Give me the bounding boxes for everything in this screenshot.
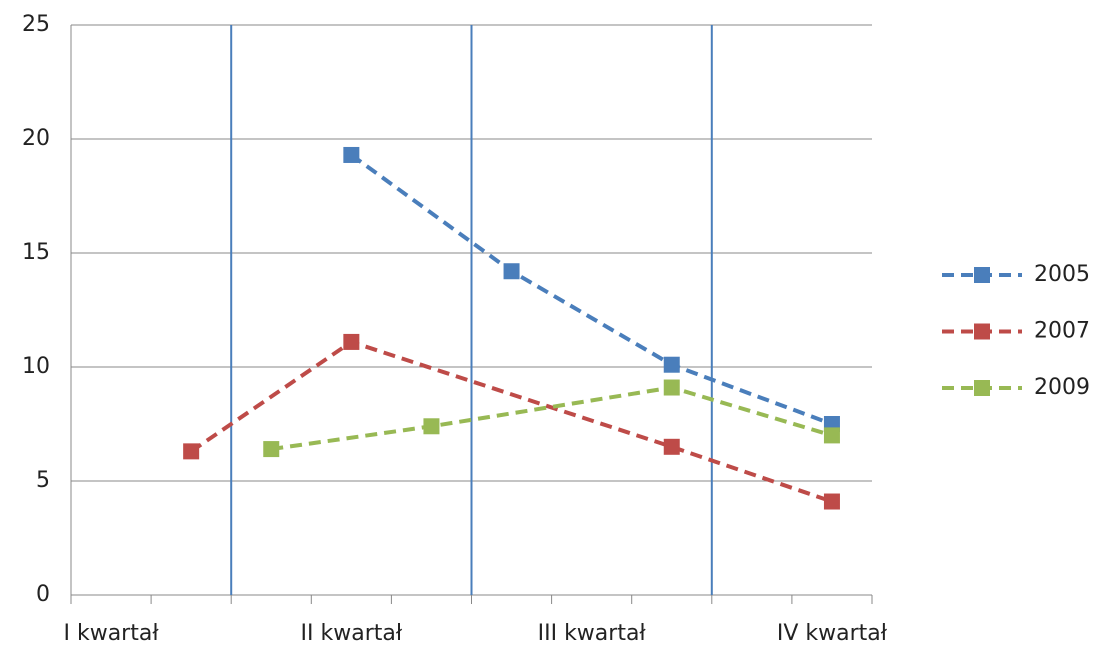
data-point <box>663 356 680 373</box>
y-tick-label: 10 <box>22 354 50 379</box>
legend-marker <box>974 323 990 340</box>
y-tick-label: 15 <box>22 240 50 265</box>
y-tick-label: 25 <box>22 12 50 37</box>
y-tick-label: 5 <box>36 468 50 493</box>
legend-label: 2005 <box>1034 262 1090 287</box>
data-point <box>663 379 680 396</box>
legend-marker <box>974 267 990 283</box>
x-tick-label: I kwartał <box>63 621 159 646</box>
y-tick-label: 20 <box>22 126 50 151</box>
data-point <box>663 438 680 455</box>
data-point <box>343 333 360 350</box>
data-point <box>423 418 440 435</box>
legend-label: 2007 <box>1034 319 1090 344</box>
legend-label: 2009 <box>1034 375 1090 400</box>
series-line <box>350 153 833 426</box>
series-line <box>190 339 833 504</box>
data-point <box>503 263 520 280</box>
y-tick-label: 0 <box>36 582 50 607</box>
legend-marker <box>974 380 990 396</box>
series-line <box>270 385 833 452</box>
x-tick-label: III kwartał <box>538 621 647 646</box>
x-tick-label: II kwartał <box>301 621 403 646</box>
data-point <box>823 493 840 510</box>
data-point <box>183 443 200 460</box>
data-point <box>823 427 840 444</box>
x-tick-label: IV kwartał <box>777 621 888 646</box>
data-point <box>343 146 360 163</box>
data-point <box>263 441 280 458</box>
